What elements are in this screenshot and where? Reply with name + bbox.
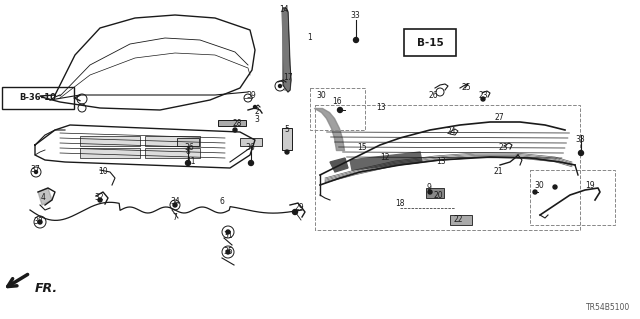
Text: 33: 33 — [350, 11, 360, 19]
Circle shape — [98, 198, 102, 202]
Text: 21: 21 — [493, 167, 503, 176]
Text: 11: 11 — [186, 158, 196, 167]
Text: 27: 27 — [494, 114, 504, 122]
Bar — [80, 136, 140, 146]
Polygon shape — [330, 158, 348, 172]
Bar — [450, 215, 472, 225]
Text: 15: 15 — [357, 143, 367, 152]
Bar — [145, 148, 200, 158]
Bar — [218, 120, 246, 126]
Circle shape — [285, 150, 289, 154]
Text: 24: 24 — [446, 128, 456, 137]
Text: 9: 9 — [427, 183, 431, 192]
Polygon shape — [38, 188, 52, 205]
Bar — [315, 105, 580, 230]
Text: 4: 4 — [40, 194, 45, 203]
Circle shape — [579, 151, 584, 155]
Text: 25: 25 — [461, 84, 471, 93]
Circle shape — [35, 170, 38, 174]
Text: 22: 22 — [453, 216, 463, 225]
Text: 35: 35 — [223, 248, 233, 256]
Bar — [310, 88, 365, 130]
Text: 20: 20 — [433, 190, 443, 199]
Circle shape — [248, 160, 253, 166]
Text: 23: 23 — [498, 144, 508, 152]
Circle shape — [38, 220, 42, 224]
Text: 13: 13 — [436, 158, 446, 167]
Circle shape — [173, 203, 177, 207]
Text: 17: 17 — [283, 73, 293, 83]
Text: 10: 10 — [98, 167, 108, 176]
Text: FR.: FR. — [35, 281, 58, 294]
Text: 38: 38 — [33, 218, 43, 226]
Circle shape — [186, 160, 191, 166]
Text: B-15: B-15 — [417, 38, 444, 48]
Circle shape — [533, 190, 537, 194]
Circle shape — [233, 128, 237, 132]
Circle shape — [337, 108, 342, 113]
Bar — [282, 128, 292, 150]
Text: 37: 37 — [30, 166, 40, 174]
Circle shape — [428, 190, 432, 194]
Text: 14: 14 — [279, 5, 289, 14]
Text: 8: 8 — [186, 147, 190, 157]
Text: 31: 31 — [223, 232, 233, 241]
Text: 19: 19 — [585, 181, 595, 189]
Circle shape — [292, 210, 298, 214]
Text: B-36-10: B-36-10 — [20, 93, 56, 102]
Circle shape — [226, 250, 230, 254]
Text: 2: 2 — [255, 108, 259, 116]
Text: TR54B5100: TR54B5100 — [586, 303, 630, 312]
Text: 36: 36 — [245, 143, 255, 152]
Circle shape — [553, 185, 557, 189]
Circle shape — [353, 38, 358, 42]
Text: 6: 6 — [220, 197, 225, 206]
Text: 18: 18 — [396, 199, 404, 209]
Text: 5: 5 — [285, 125, 289, 135]
Text: 29: 29 — [294, 204, 304, 212]
Polygon shape — [282, 10, 290, 90]
Text: 16: 16 — [332, 98, 342, 107]
Text: 23: 23 — [478, 91, 488, 100]
Circle shape — [481, 97, 485, 101]
Bar — [530, 170, 615, 225]
Text: 26: 26 — [428, 91, 438, 100]
Bar — [240, 138, 262, 146]
Text: 30: 30 — [534, 181, 544, 189]
Circle shape — [278, 85, 282, 87]
Polygon shape — [350, 152, 422, 170]
Bar — [177, 138, 199, 146]
Text: 13: 13 — [376, 103, 386, 113]
Circle shape — [226, 230, 230, 234]
Text: 39: 39 — [246, 91, 256, 100]
Text: 34: 34 — [170, 197, 180, 206]
Text: 32: 32 — [94, 194, 104, 203]
Text: 28: 28 — [232, 120, 242, 129]
Bar — [80, 148, 140, 158]
Text: 30: 30 — [316, 91, 326, 100]
Text: 33: 33 — [575, 136, 585, 145]
Bar — [145, 136, 200, 146]
Circle shape — [253, 106, 257, 108]
Text: 12: 12 — [380, 152, 390, 161]
Text: 36: 36 — [184, 143, 194, 152]
Text: 7: 7 — [173, 213, 177, 222]
Text: 1: 1 — [308, 33, 312, 42]
Bar — [426, 188, 444, 198]
Text: 3: 3 — [255, 115, 259, 124]
Polygon shape — [283, 8, 291, 92]
